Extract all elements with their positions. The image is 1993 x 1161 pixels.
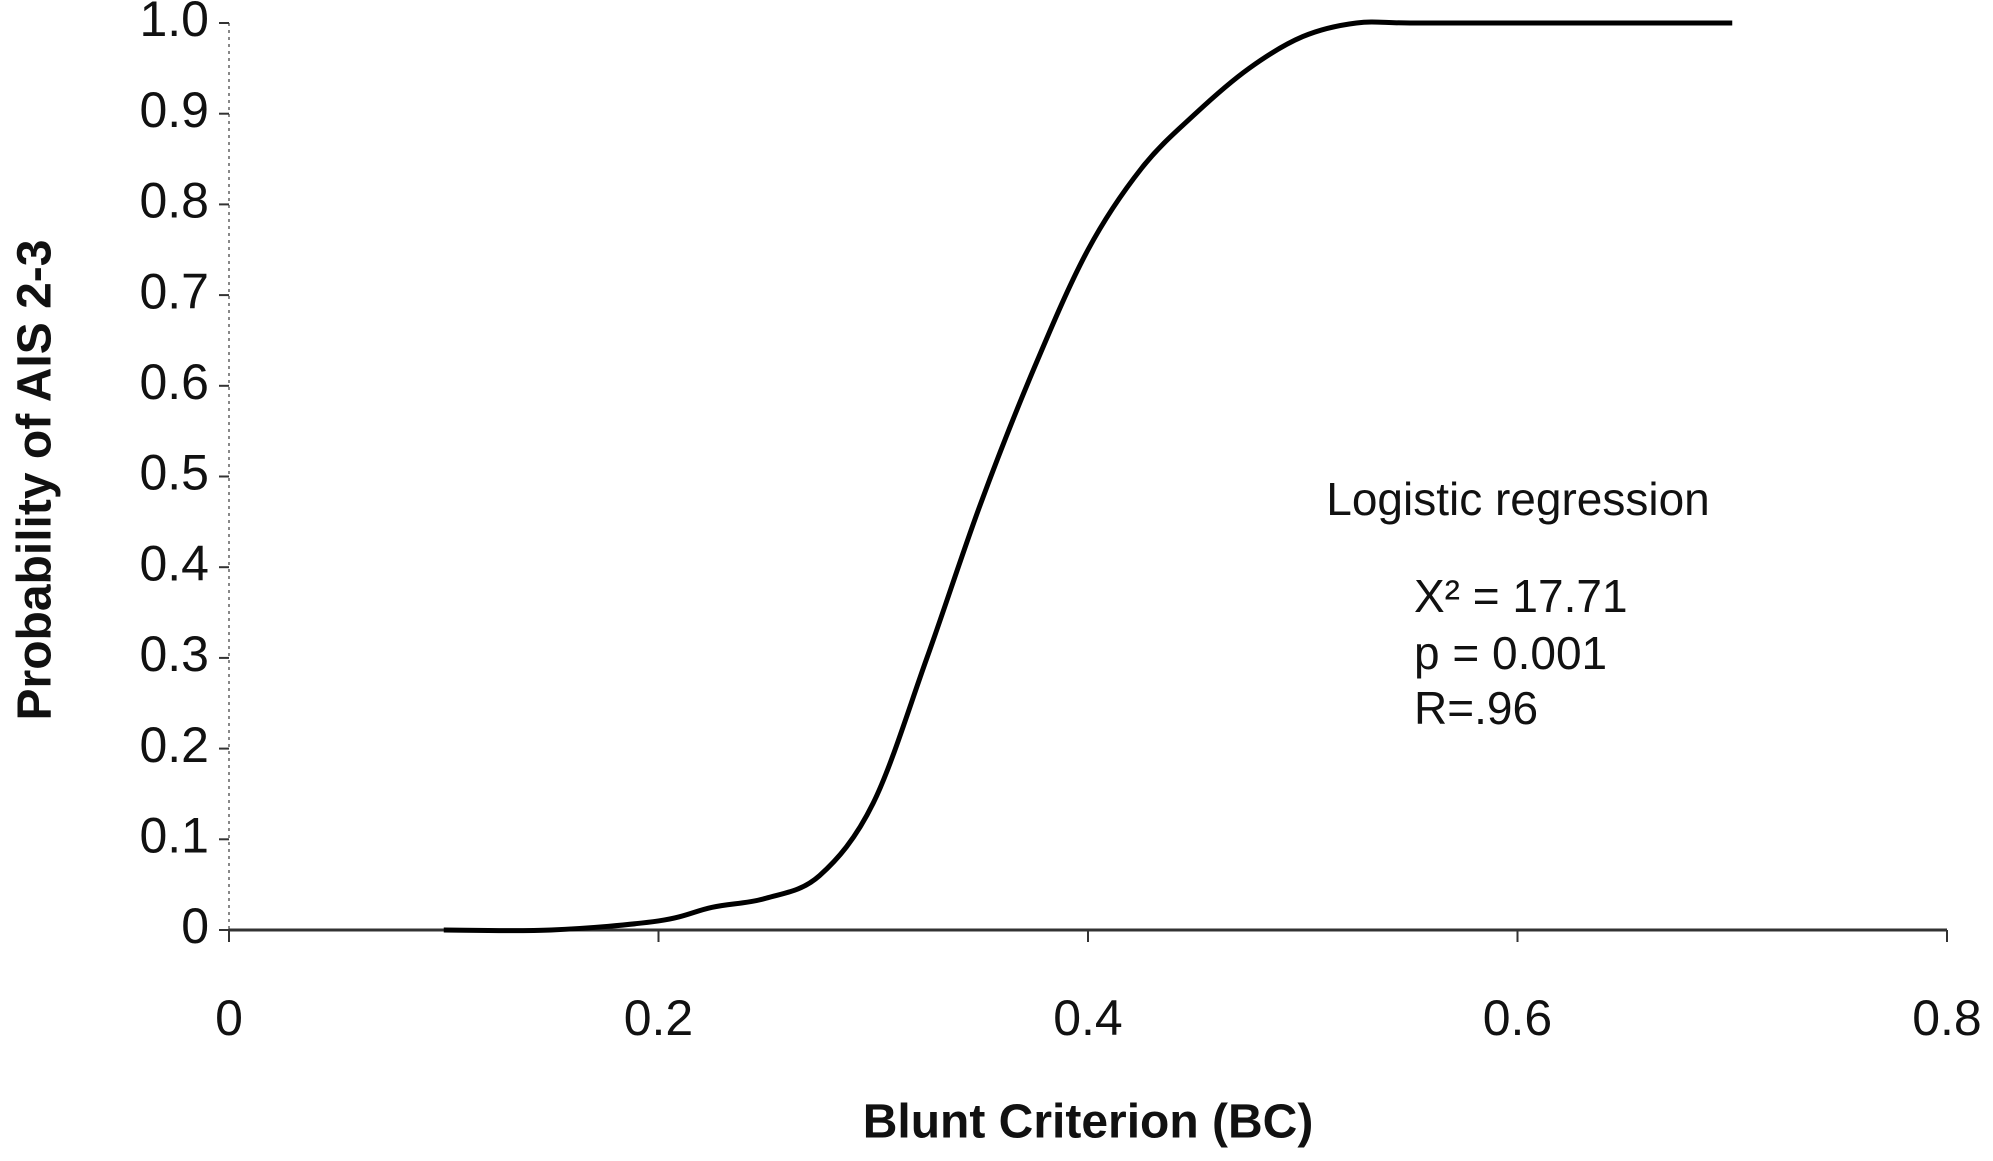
y-tick-label: 0 <box>181 898 209 954</box>
y-tick-label: 0.8 <box>139 173 209 229</box>
y-tick-label: 0.3 <box>139 626 209 682</box>
y-tick-label: 0.9 <box>139 82 209 138</box>
x-tick-label: 0.2 <box>624 990 694 1046</box>
annotation: R=.96 <box>1414 682 1538 734</box>
y-axis-title: Probability of AIS 2-3 <box>9 240 62 721</box>
annotation: Logistic regression <box>1326 473 1710 525</box>
y-tick-label: 0.5 <box>139 445 209 501</box>
annotation: p = 0.001 <box>1414 627 1607 679</box>
x-tick-label: 0.4 <box>1053 990 1123 1046</box>
y-tick-label: 0.7 <box>139 263 209 319</box>
y-tick-label: 0.6 <box>139 354 209 410</box>
x-tick-label: 0.6 <box>1483 990 1553 1046</box>
x-tick-label: 0 <box>215 990 243 1046</box>
y-tick-label: 0.1 <box>139 808 209 864</box>
annotation: X² = 17.71 <box>1414 570 1628 622</box>
line-series <box>443 19 1733 934</box>
x-axis-title: Blunt Criterion (BC) <box>863 1096 1314 1149</box>
y-tick-label: 1.0 <box>139 0 209 47</box>
y-tick-label: 0.4 <box>139 535 209 591</box>
x-tick-label: 0.8 <box>1912 990 1982 1046</box>
y-tick-label: 0.2 <box>139 717 209 773</box>
